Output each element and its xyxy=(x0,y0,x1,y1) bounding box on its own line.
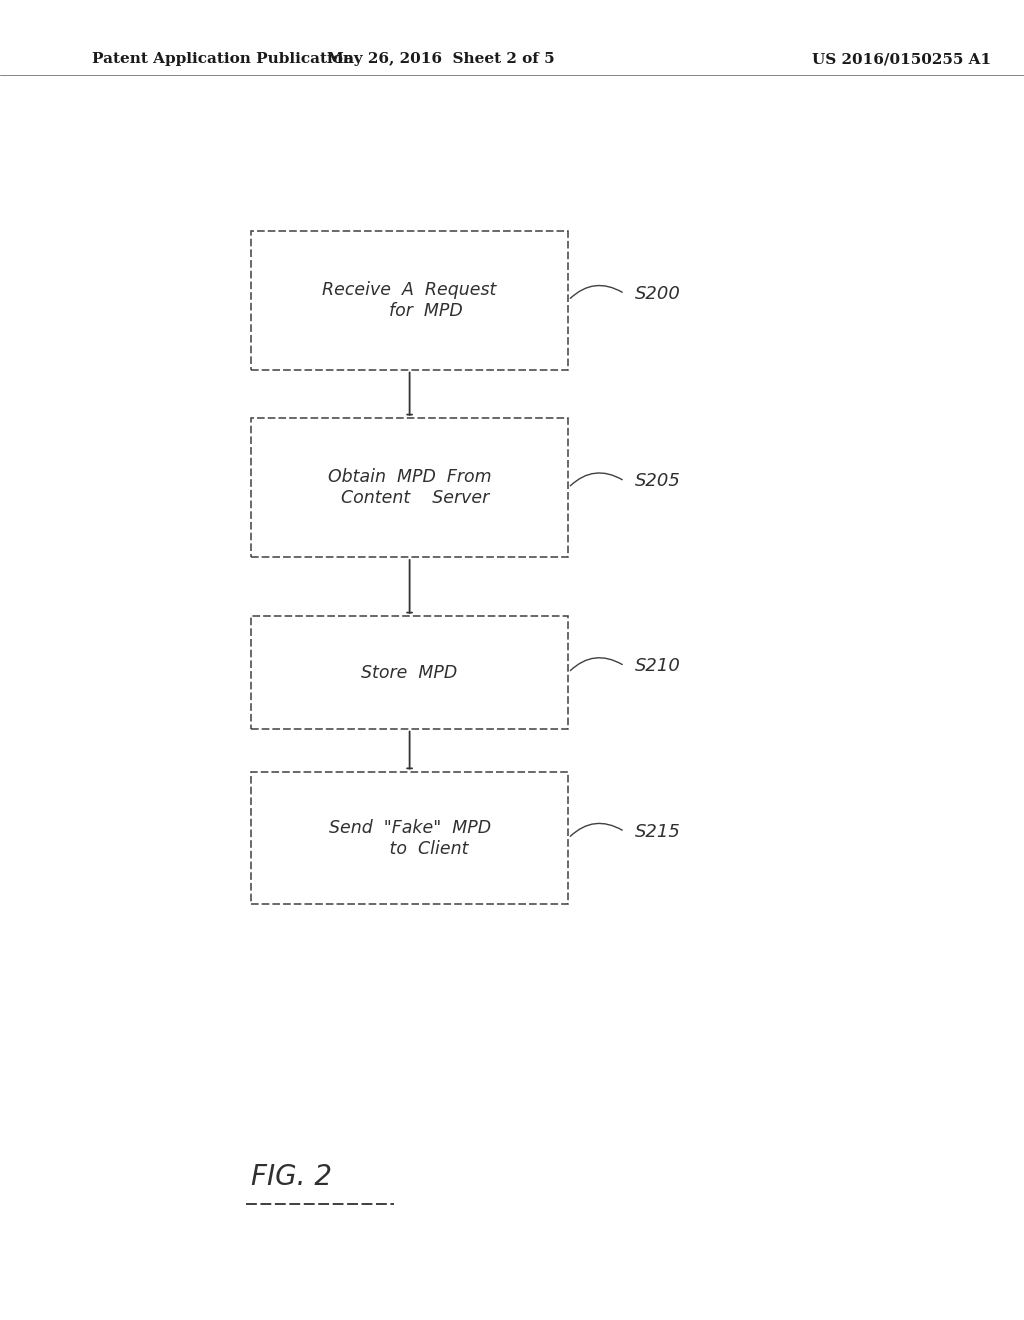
Text: S200: S200 xyxy=(635,285,681,302)
Text: FIG. 2: FIG. 2 xyxy=(251,1163,332,1192)
Text: S215: S215 xyxy=(635,822,681,841)
Text: Send  "Fake"  MPD
       to  Client: Send "Fake" MPD to Client xyxy=(329,818,490,858)
Text: Store  MPD: Store MPD xyxy=(361,664,458,681)
Text: Patent Application Publication: Patent Application Publication xyxy=(92,53,354,66)
Text: May 26, 2016  Sheet 2 of 5: May 26, 2016 Sheet 2 of 5 xyxy=(327,53,554,66)
FancyBboxPatch shape xyxy=(251,418,568,557)
Text: Obtain  MPD  From
  Content    Server: Obtain MPD From Content Server xyxy=(328,469,492,507)
Text: S205: S205 xyxy=(635,473,681,490)
Text: S210: S210 xyxy=(635,657,681,675)
Text: Receive  A  Request
      for  MPD: Receive A Request for MPD xyxy=(323,281,497,319)
FancyBboxPatch shape xyxy=(251,231,568,370)
FancyBboxPatch shape xyxy=(251,772,568,904)
FancyBboxPatch shape xyxy=(251,616,568,729)
Text: US 2016/0150255 A1: US 2016/0150255 A1 xyxy=(812,53,990,66)
